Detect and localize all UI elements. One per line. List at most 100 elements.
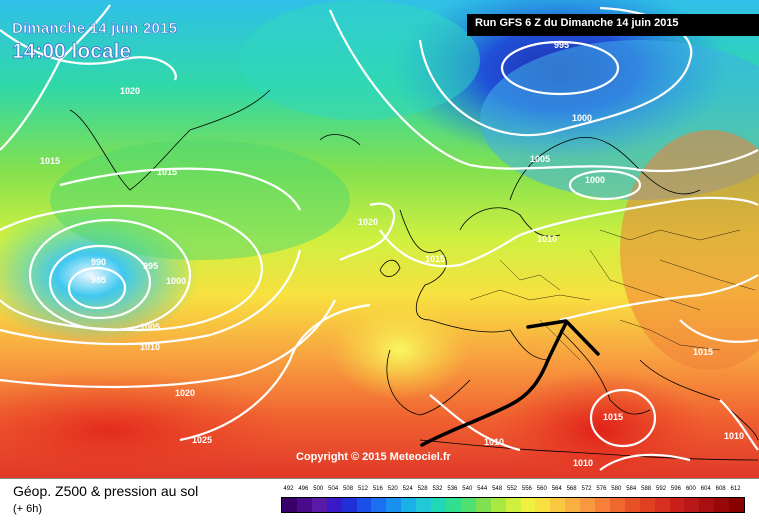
legend-label: 572 — [581, 486, 592, 492]
legend-swatch — [595, 498, 610, 512]
isobar-lines — [0, 4, 759, 471]
legend-label: 492 — [283, 486, 294, 492]
isobar-label: 990 — [91, 257, 107, 267]
legend-swatch — [416, 498, 432, 512]
legend-swatch — [386, 498, 402, 512]
legend-label: 564 — [551, 486, 562, 492]
isobar-label: 1000 — [166, 276, 187, 286]
legend-swatch — [431, 498, 446, 512]
isobar-label: 995 — [554, 40, 570, 50]
isobar-label: 1015 — [425, 254, 446, 264]
legend-label: 524 — [402, 486, 413, 492]
legend-swatch — [460, 498, 476, 512]
isobar-label: 1010 — [140, 342, 161, 352]
footer-subtitle: (+ 6h) — [13, 503, 43, 515]
legend-swatch — [684, 498, 700, 512]
isobar-label: 1025 — [192, 435, 213, 445]
isobar-label: 1015 — [693, 347, 714, 357]
copyright: Copyright © 2015 Meteociel.fr — [296, 451, 451, 463]
legend-swatch — [550, 498, 566, 512]
legend-swatch — [624, 498, 640, 512]
legend-swatch — [729, 498, 745, 512]
isobar-label: 1010 — [573, 458, 594, 468]
run-label: Run GFS 6 Z du Dimanche 14 juin 2015 — [475, 17, 679, 29]
isobar-label: 1005 — [530, 154, 551, 164]
legend-swatch — [520, 498, 536, 512]
footer-title: Géop. Z500 & pression au sol — [13, 483, 199, 499]
isobar-label: 1000 — [585, 175, 606, 185]
legend-label: 604 — [700, 486, 711, 492]
legend-swatch — [654, 498, 670, 512]
legend-label: 592 — [656, 486, 667, 492]
isobar-label: 995 — [143, 261, 159, 271]
isobar-label: 1010 — [484, 437, 505, 447]
legend-label: 548 — [492, 486, 503, 492]
legend-swatch — [565, 498, 581, 512]
legend-label: 536 — [447, 486, 458, 492]
legend-swatch — [401, 498, 417, 512]
legend-label: 544 — [477, 486, 488, 492]
legend-swatch — [639, 498, 655, 512]
legend-label: 588 — [641, 486, 652, 492]
legend-swatch — [669, 498, 685, 512]
isobar-label: 1015 — [40, 156, 61, 166]
legend-label: 528 — [417, 486, 428, 492]
legend-label: 596 — [670, 486, 681, 492]
legend-label: 612 — [730, 486, 741, 492]
legend-label: 516 — [372, 486, 383, 492]
legend-swatch — [475, 498, 491, 512]
map-date: Dimanche 14 juin 2015 — [12, 20, 178, 38]
isobar-label: 1010 — [724, 431, 745, 441]
isobar-label: 985 — [91, 275, 107, 285]
legend-label: 520 — [387, 486, 398, 492]
coastlines — [69, 89, 759, 461]
legend-label: 496 — [298, 486, 309, 492]
weather-map — [0, 0, 759, 478]
legend-swatch — [505, 498, 521, 512]
legend-swatch — [296, 498, 312, 512]
legend-label: 500 — [313, 486, 324, 492]
legend-swatch — [490, 498, 506, 512]
legend-label: 576 — [596, 486, 607, 492]
legend-label: 580 — [611, 486, 622, 492]
legend-swatch — [580, 498, 596, 512]
isobar-label: 1005 — [140, 322, 161, 332]
run-banner — [467, 14, 759, 36]
legend-swatch — [326, 498, 342, 512]
legend-swatch — [609, 498, 625, 512]
isobar-label: 1000 — [572, 113, 593, 123]
legend-label: 540 — [462, 486, 473, 492]
legend-swatch — [356, 498, 372, 512]
legend-label: 608 — [715, 486, 726, 492]
legend-swatch — [699, 498, 715, 512]
legend-label: 532 — [432, 486, 443, 492]
map-time: 14:00 locale — [12, 40, 132, 64]
legend-swatch — [714, 498, 730, 512]
legend-swatch — [282, 498, 297, 512]
isobar-label: 1020 — [358, 217, 379, 227]
legend-label: 568 — [566, 486, 577, 492]
isobar-label: 1010 — [537, 234, 558, 244]
legend-label: 552 — [506, 486, 517, 492]
legend-swatch — [311, 498, 327, 512]
isobar-label: 1020 — [120, 86, 141, 96]
legend-swatch — [535, 498, 551, 512]
legend-label: 508 — [343, 486, 354, 492]
isobar-label: 1020 — [175, 388, 196, 398]
isobar-label: 1015 — [603, 412, 624, 422]
legend-label: 504 — [328, 486, 339, 492]
legend-label: 556 — [521, 486, 532, 492]
legend-label: 584 — [626, 486, 637, 492]
legend-swatch — [445, 498, 461, 512]
legend-label: 600 — [685, 486, 696, 492]
legend-labels: 492 496 500 504 508 512 516 520 524 528 532 536 540 5… — [281, 486, 743, 496]
color-legend — [281, 497, 745, 513]
country-borders — [469, 229, 756, 361]
legend-swatch — [371, 498, 387, 512]
isobar-label: 1015 — [157, 167, 178, 177]
legend-swatch — [341, 498, 357, 512]
flow-arrow — [420, 319, 600, 447]
legend-label: 560 — [536, 486, 547, 492]
legend-label: 512 — [357, 486, 368, 492]
